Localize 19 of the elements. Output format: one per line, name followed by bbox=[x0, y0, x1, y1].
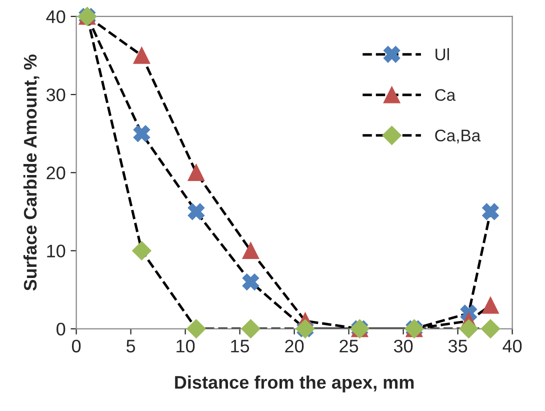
y-tick-label: 40 bbox=[46, 10, 66, 24]
x-tick-label: 15 bbox=[231, 340, 250, 352]
x-tick-label: 0 bbox=[72, 340, 81, 352]
x-tick-label: 30 bbox=[394, 340, 413, 352]
x-tick-label: 10 bbox=[176, 340, 195, 352]
x-axis-title: Distance from the apex, mm bbox=[175, 375, 414, 392]
y-axis-title: Surface Carbide Amount, % bbox=[23, 54, 40, 291]
y-tick-label: 0 bbox=[56, 322, 66, 336]
x-tick-label: 25 bbox=[340, 340, 358, 352]
x-tick-label: 35 bbox=[448, 340, 468, 352]
legend-label: Ul bbox=[436, 48, 449, 60]
legend-label: Ca bbox=[435, 89, 456, 101]
y-tick-label: 20 bbox=[46, 166, 66, 180]
legend-label: Ca,Ba bbox=[435, 130, 481, 144]
x-tick-label: 5 bbox=[126, 340, 136, 352]
y-tick-label: 30 bbox=[46, 88, 66, 102]
x-tick-label: 20 bbox=[285, 340, 304, 352]
x-tick-label: 40 bbox=[502, 340, 522, 352]
y-tick-label: 10 bbox=[47, 244, 66, 258]
